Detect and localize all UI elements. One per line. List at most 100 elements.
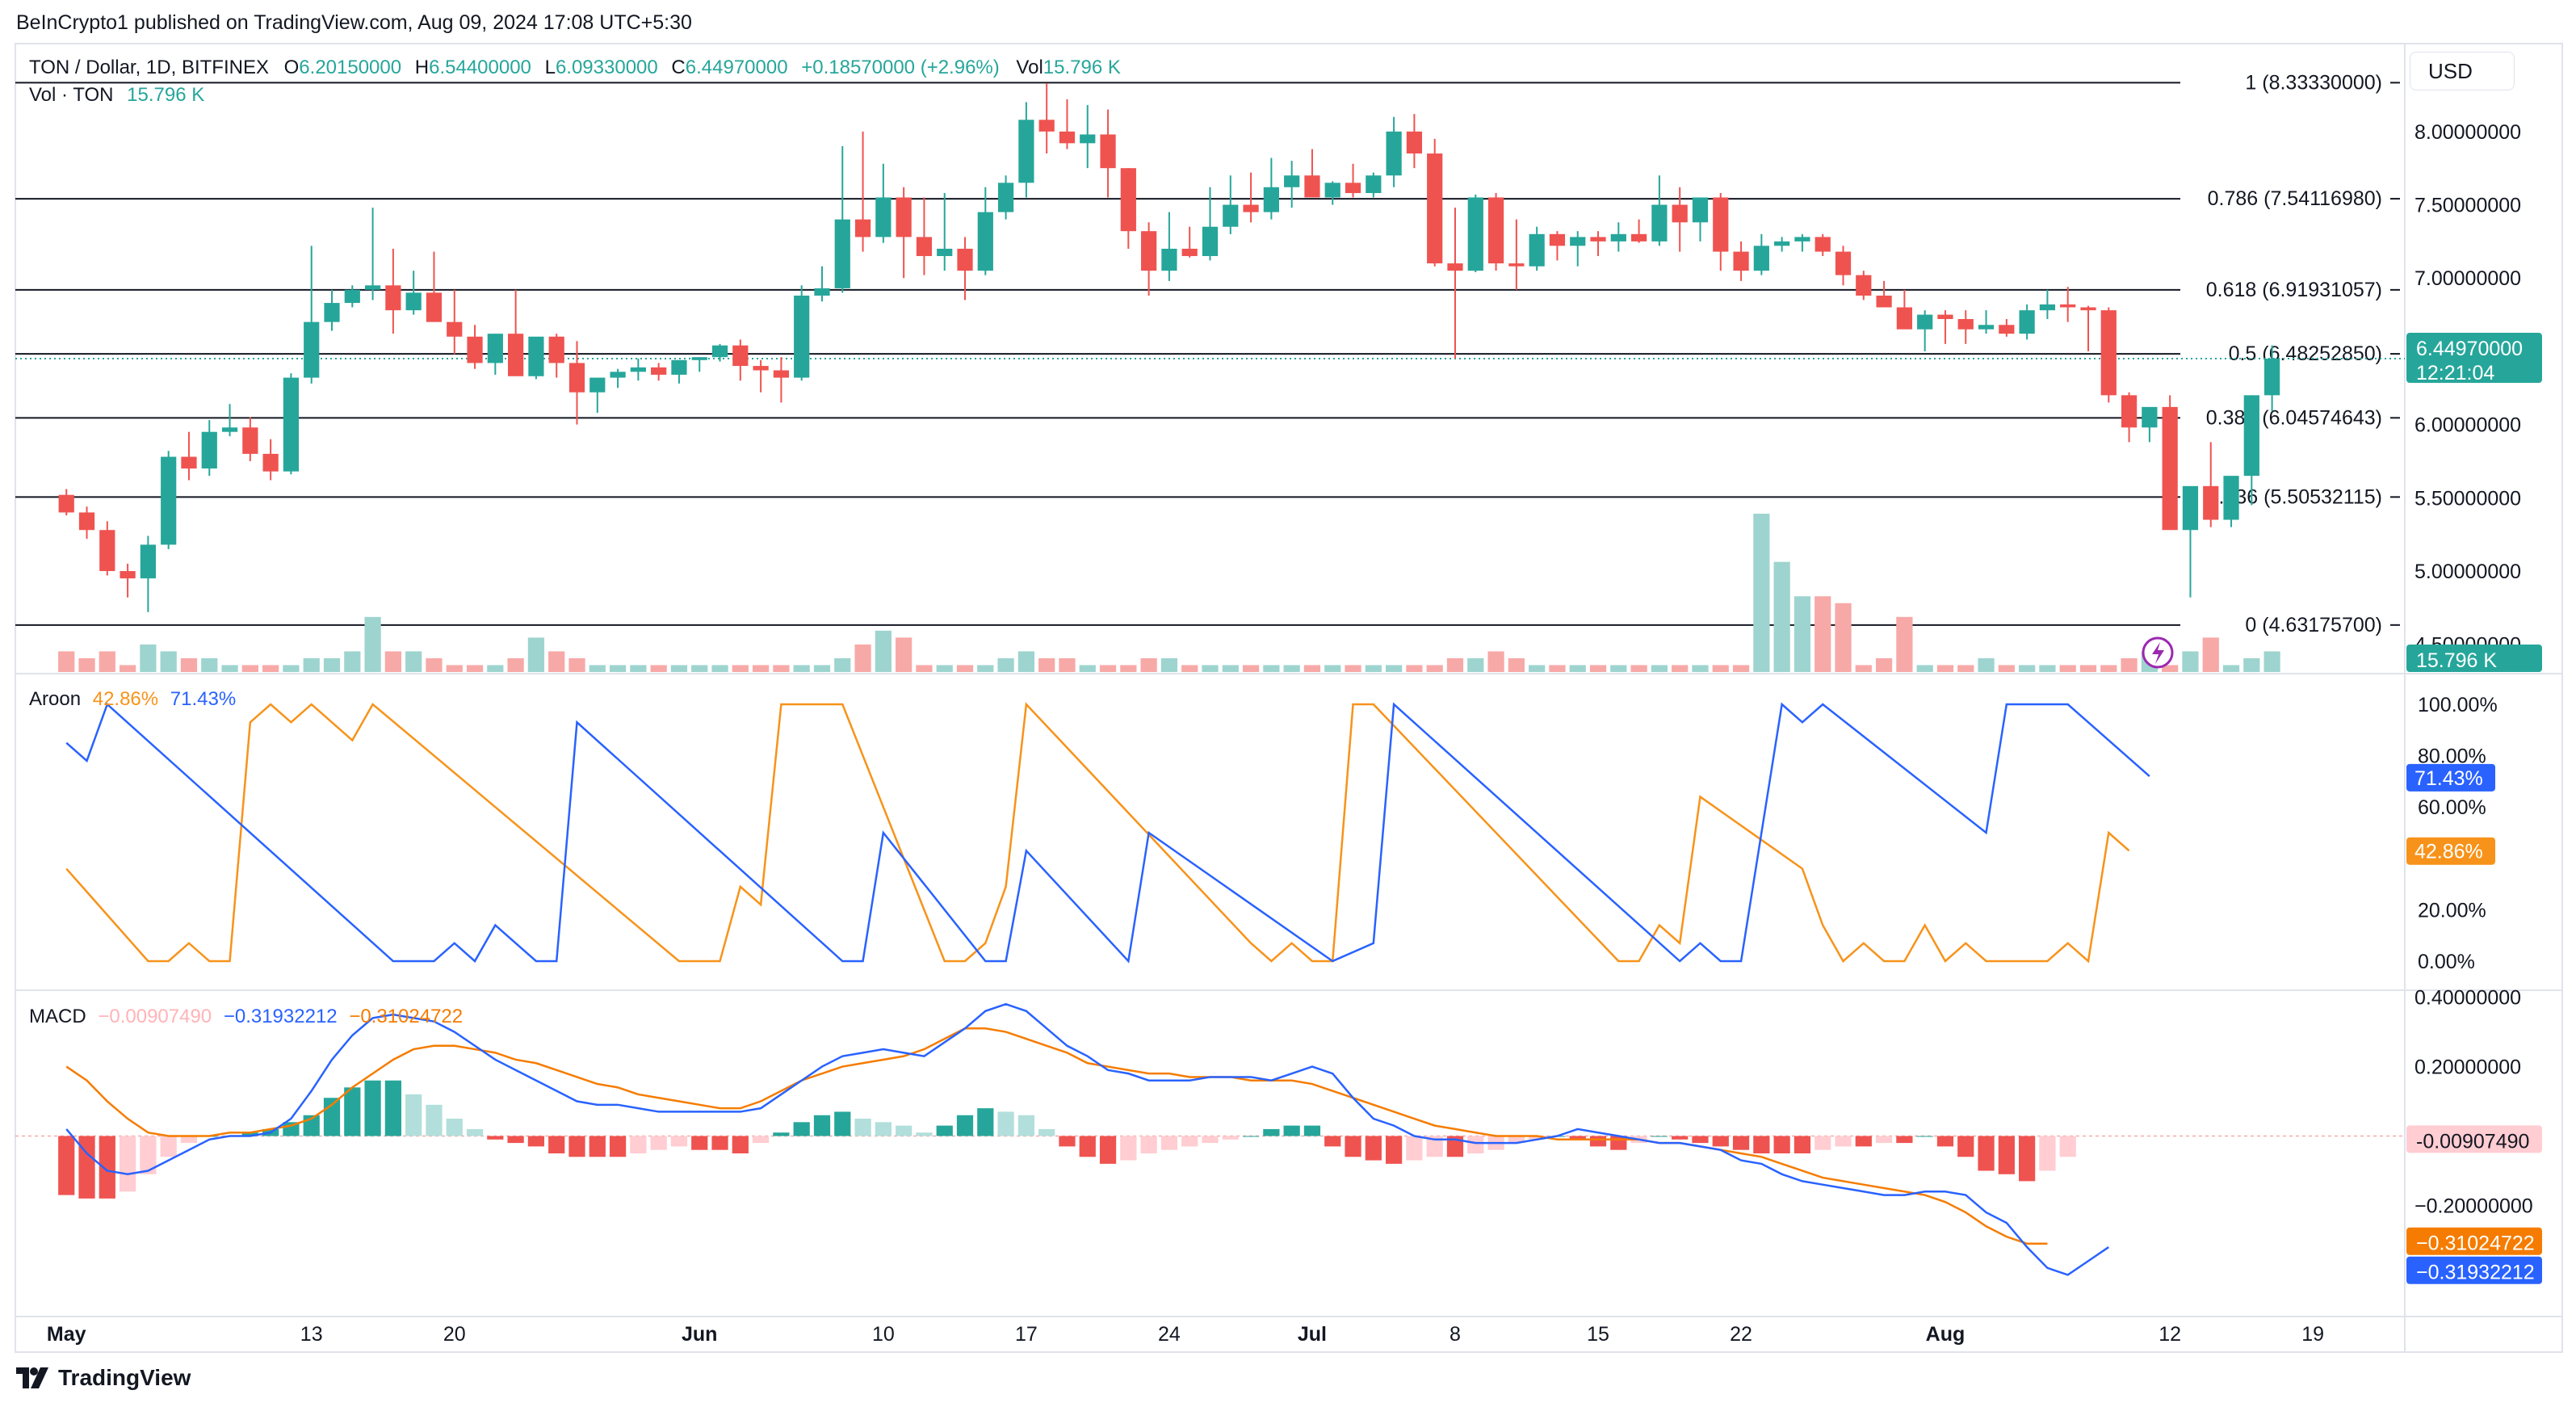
volume-bar <box>548 651 565 672</box>
volume-bar <box>2162 665 2179 672</box>
macd-histogram-bar <box>99 1136 115 1199</box>
candle-body <box>711 345 728 358</box>
volume-bar <box>1242 665 1260 672</box>
candle-body <box>1202 226 1219 257</box>
macd-histogram-bar <box>977 1108 994 1136</box>
chart-border <box>15 43 2563 1353</box>
volume-bar <box>1059 657 1076 672</box>
macd-histogram-bar <box>1815 1136 1831 1150</box>
candle-body <box>1386 131 1402 176</box>
volume-bar <box>1651 665 1668 672</box>
aroon-tick-label: 100.00% <box>2418 694 2498 716</box>
candle-body <box>385 285 401 311</box>
macd-hist-badge-text: -0.00907490 <box>2416 1130 2529 1153</box>
candle-body <box>364 285 381 290</box>
candle-body <box>508 334 524 376</box>
macd-histogram-bar <box>527 1136 545 1147</box>
volume-bar <box>568 657 585 672</box>
volume-series-label[interactable]: Vol · TON <box>29 84 114 106</box>
macd-histogram-bar <box>793 1122 810 1136</box>
fib-label: 0 (4.63175700) <box>2245 614 2382 636</box>
volume-bar <box>1794 596 1811 672</box>
volume-bar <box>1446 657 1464 672</box>
currency-button[interactable]: USD <box>2410 52 2515 90</box>
macd-histogram-bar <box>160 1136 177 1157</box>
volume-bar <box>916 665 933 672</box>
candle-body <box>1120 168 1136 232</box>
candle-body <box>2019 310 2035 334</box>
volume-bar <box>1753 514 1770 672</box>
volume-bar <box>997 657 1014 672</box>
volume-bar <box>711 665 728 672</box>
candle-body <box>2264 359 2280 396</box>
alert-icon-bolt <box>2152 642 2164 664</box>
volume-bar <box>1610 665 1627 672</box>
volume-bar <box>201 657 218 672</box>
tradingview-logo[interactable]: TradingView <box>16 1365 191 1391</box>
candle-body <box>1856 275 1872 296</box>
candle-body <box>834 219 850 288</box>
aroon-down-badge-text: 42.86% <box>2414 841 2483 863</box>
volume-bar <box>977 665 994 672</box>
low-value: 6.09330000 <box>555 57 658 78</box>
macd-histogram-bar <box>1446 1136 1464 1157</box>
candle-body <box>814 288 830 296</box>
macd-histogram-bar <box>507 1136 524 1144</box>
candle-body <box>201 431 217 469</box>
macd-histogram-bar <box>1467 1136 1484 1153</box>
candle-body <box>1999 325 2015 334</box>
macd-histogram-bar <box>1079 1136 1096 1157</box>
candle-body <box>58 494 74 513</box>
macd-histogram-bar <box>854 1119 871 1136</box>
volume-bar <box>589 665 606 672</box>
low-label: L <box>544 57 556 78</box>
macd-signal-badge-text: −0.31024722 <box>2416 1233 2535 1255</box>
volume-bar <box>936 665 953 672</box>
symbol-name[interactable]: TON / Dollar, 1D, BITFINEX <box>29 57 269 78</box>
candle-body <box>1815 237 1831 252</box>
price-badge-text: 12:21:04 <box>2416 362 2494 384</box>
macd-title[interactable]: MACD <box>29 1006 86 1027</box>
volume-bar <box>793 665 810 672</box>
volume-bar <box>1936 665 1954 672</box>
macd-histogram-bar <box>997 1111 1014 1136</box>
volume-bar <box>1120 665 1137 672</box>
candle-body <box>161 456 177 545</box>
volume-bars <box>58 514 2280 672</box>
volume-bar <box>1345 665 1361 672</box>
macd-histogram-bar <box>405 1094 422 1136</box>
macd-histogram-bar <box>1712 1136 1729 1147</box>
volume-badge-bg <box>2406 645 2542 672</box>
fibonacci-levels: 1 (8.33330000) 0.786 (7.54116980) 0.618 (6… <box>15 71 2405 636</box>
aroon-up-badge-text: 71.43% <box>2414 767 2483 790</box>
macd-line-badge-text: −0.31932212 <box>2416 1262 2535 1284</box>
volume-bar <box>1467 657 1484 672</box>
macd-histogram-bar <box>589 1136 606 1157</box>
volume-bar <box>1426 665 1443 672</box>
macd-histogram-bar <box>78 1136 95 1199</box>
candle-body <box>1978 325 1995 330</box>
aroon-title[interactable]: Aroon <box>29 688 82 710</box>
footer-brand: TradingView <box>58 1365 191 1390</box>
candle-body <box>120 571 136 579</box>
macd-histogram-bar <box>670 1136 688 1147</box>
macd-histogram-bar <box>1038 1128 1055 1136</box>
macd-signal-value: −0.31024722 <box>349 1006 464 1027</box>
volume-bar <box>752 665 770 672</box>
volume-bar <box>99 651 115 672</box>
publisher-line: BeInCrypto1 published on TradingView.com… <box>16 11 692 34</box>
macd-histogram-bar <box>650 1136 667 1150</box>
volume-bar <box>1160 657 1178 672</box>
macd-histogram-bar <box>1529 1136 1546 1140</box>
macd-histogram-bar <box>344 1087 361 1136</box>
candle-body <box>589 377 606 393</box>
candle-body <box>426 292 443 322</box>
macd-histogram-bar <box>568 1136 585 1157</box>
change-value: +0.18570000 (+2.96%) <box>801 57 1000 78</box>
macd-indicator <box>15 1002 2405 1276</box>
volume-bar <box>58 651 75 672</box>
candle-body <box>2039 304 2056 311</box>
candle-body <box>1753 246 1769 271</box>
candle-body <box>1059 131 1076 144</box>
